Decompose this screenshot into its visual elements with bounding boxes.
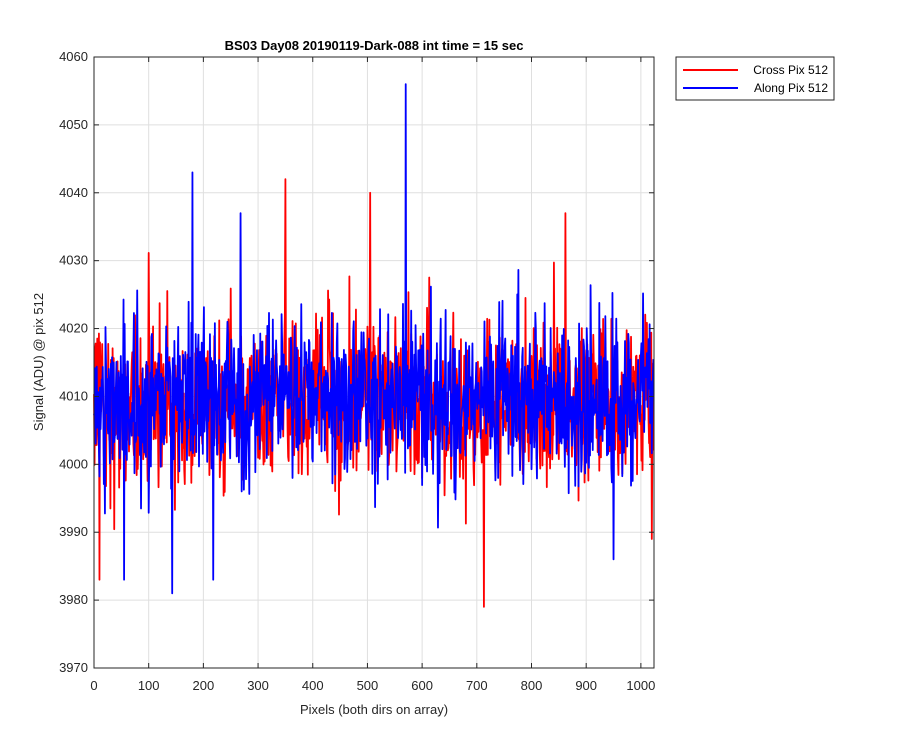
y-tick-label: 4060 bbox=[59, 49, 88, 64]
y-tick-label: 3980 bbox=[59, 592, 88, 607]
x-tick-label: 900 bbox=[575, 678, 597, 693]
legend-box bbox=[675, 56, 835, 101]
x-tick-label: 100 bbox=[138, 678, 160, 693]
x-tick-label: 300 bbox=[247, 678, 269, 693]
x-tick-label: 200 bbox=[193, 678, 215, 693]
tick-labels: 0 100 200 300 400 500 600 700 800 900 1000 3970 3980… bbox=[59, 49, 655, 693]
legend-label-cross: Cross Pix 512 bbox=[753, 63, 828, 77]
chart-title: BS03 Day08 20190119-Dark-088 int time = … bbox=[225, 38, 524, 53]
y-tick-label: 4000 bbox=[59, 456, 88, 471]
y-tick-label: 4020 bbox=[59, 321, 88, 336]
x-tick-label: 800 bbox=[521, 678, 543, 693]
x-tick-label: 400 bbox=[302, 678, 324, 693]
y-tick-label: 3970 bbox=[59, 660, 88, 675]
ticks bbox=[93, 56, 654, 669]
series-layer bbox=[93, 83, 655, 608]
x-tick-label: 600 bbox=[411, 678, 433, 693]
y-tick-label: 3990 bbox=[59, 524, 88, 539]
y-tick-label: 4050 bbox=[59, 117, 88, 132]
y-tick-label: 4030 bbox=[59, 253, 88, 268]
x-tick-label: 0 bbox=[90, 678, 97, 693]
legend: Cross Pix 512 Along Pix 512 bbox=[675, 56, 835, 101]
y-tick-label: 4040 bbox=[59, 185, 88, 200]
x-tick-label: 500 bbox=[357, 678, 379, 693]
x-tick-label: 700 bbox=[466, 678, 488, 693]
plot-frame bbox=[93, 56, 655, 669]
y-tick-label: 4010 bbox=[59, 388, 88, 403]
x-tick-label: 1000 bbox=[626, 678, 655, 693]
x-axis-label: Pixels (both dirs on array) bbox=[300, 702, 448, 717]
y-axis-label: Signal (ADU) @ pix 512 bbox=[31, 293, 46, 431]
series-line-along bbox=[93, 83, 655, 595]
legend-label-along: Along Pix 512 bbox=[754, 81, 828, 95]
